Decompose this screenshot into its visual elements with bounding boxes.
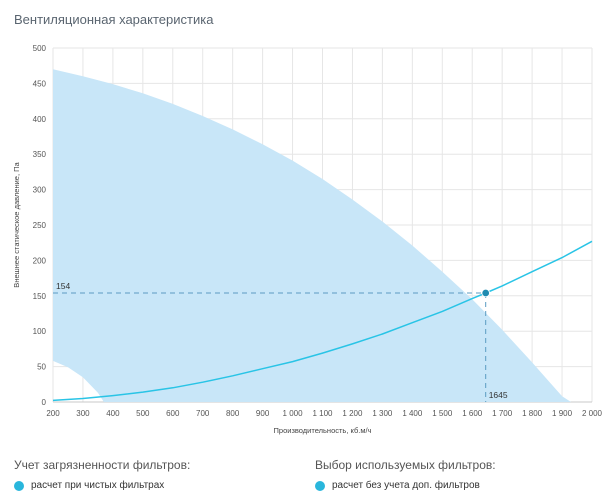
operating-point-y-label: 154 [56,281,70,291]
x-tick-label: 700 [196,409,210,418]
x-tick-label: 1 700 [492,409,513,418]
filter-contamination-title: Учет загрязненности фильтров: [14,458,191,472]
x-tick-label: 1 400 [402,409,423,418]
x-tick-label: 2 000 [582,409,603,418]
x-tick-label: 900 [256,409,270,418]
no-extra-filters-option[interactable]: расчет без учета доп. фильтров [315,480,480,491]
fan-range-area [53,69,571,402]
x-tick-label: 1 800 [522,409,543,418]
system-curve-group [52,240,593,402]
y-tick-label: 100 [33,327,47,336]
x-tick-label: 600 [166,409,180,418]
x-tick-label: 300 [76,409,90,418]
x-tick-label: 500 [136,409,150,418]
x-tick-label: 1 600 [462,409,483,418]
clean-filters-option[interactable]: расчет при чистых фильтрах [14,480,164,491]
filter-selection-title: Выбор используемых фильтров: [315,458,496,472]
no-extra-filters-label: расчет без учета доп. фильтров [332,480,480,491]
x-tick-label: 1 900 [552,409,573,418]
operating-point-marker [481,288,490,298]
y-tick-label: 450 [33,79,47,88]
axis-ticks: 200 300 400 500 600 700 800 900 1 000 1 100 1 200 1… [33,44,603,418]
y-tick-label: 250 [33,221,47,230]
operating-point-x-label: 1645 [489,390,508,400]
y-tick-label: 50 [37,363,46,372]
x-tick-label: 800 [226,409,240,418]
y-axis-title: Внешнее статическое давление, Па [12,161,21,287]
x-tick-label: 1 000 [283,409,304,418]
x-tick-label: 200 [46,409,60,418]
fan-range-area-group [53,69,571,402]
chart-title: Вентиляционная характеристика [14,12,214,27]
operating-point-group: 154 1645 [53,281,508,402]
x-tick-label: 400 [106,409,120,418]
y-tick-label: 150 [33,292,47,301]
y-tick-label: 500 [33,44,47,53]
y-tick-label: 350 [33,150,47,159]
clean-filters-label: расчет при чистых фильтрах [31,480,165,491]
radio-selected-icon[interactable] [14,480,24,491]
y-tick-label: 400 [33,115,47,124]
x-tick-label: 1 500 [432,409,453,418]
x-tick-label: 1 100 [312,409,333,418]
x-tick-label: 1 200 [342,409,363,418]
y-tick-label: 300 [33,186,47,195]
x-tick-label: 1 300 [372,409,393,418]
system-curve-line [52,240,593,402]
x-axis-title: Производительность, кб.м/ч [274,426,372,435]
radio-selected-icon[interactable] [315,480,325,491]
y-tick-label: 0 [42,398,47,407]
y-tick-label: 200 [33,256,47,265]
